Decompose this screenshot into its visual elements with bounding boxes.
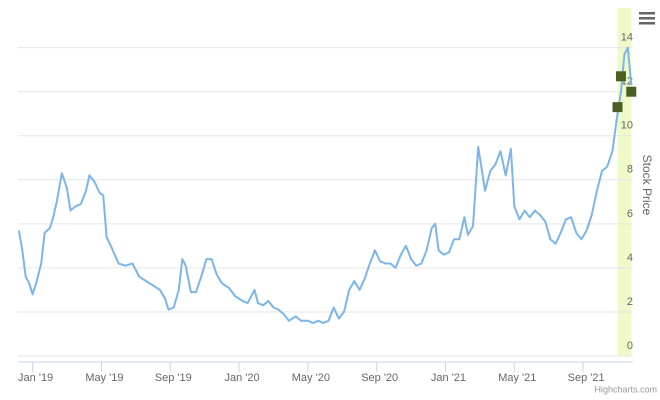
x-tick-label: Jan '20 [224,372,259,384]
y-tick-label: 8 [627,164,633,176]
y-axis-title: Stock Price [640,155,654,216]
x-tick-label: Jan '21 [431,372,466,384]
x-tick-label: Sep '19 [155,372,192,384]
x-tick-label: May '21 [498,372,536,384]
y-tick-label: 14 [621,32,633,44]
x-tick-label: Sep '21 [568,372,605,384]
y-tick-label: 0 [627,340,633,352]
price-line [17,46,633,324]
x-tick-label: Jan '19 [18,372,53,384]
menu-button[interactable] [639,12,655,25]
flag-marker [612,102,623,113]
y-tick-label: 2 [627,296,633,308]
y-tick-label: 10 [621,120,633,132]
x-tick-label: May '20 [292,372,330,384]
x-tick-label: Sep '20 [361,372,398,384]
y-tick-label: 4 [627,252,633,264]
x-tick-label: May '19 [85,372,123,384]
credits[interactable]: Highcharts.com [594,384,657,394]
y-tick-label: 6 [627,208,633,220]
flag-marker [615,71,626,82]
flag-marker [626,86,637,97]
